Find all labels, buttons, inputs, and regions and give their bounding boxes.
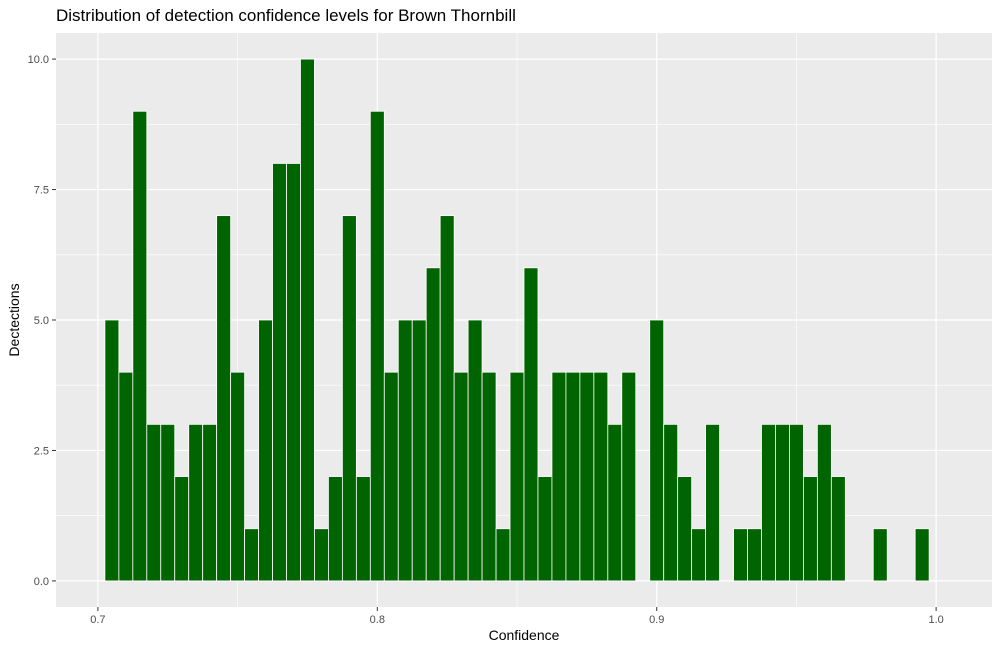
x-tick-label: 1.0 bbox=[928, 614, 943, 626]
histogram-bar bbox=[677, 476, 693, 582]
histogram-bar bbox=[593, 371, 609, 582]
histogram-bar bbox=[467, 319, 483, 582]
histogram-bar bbox=[691, 528, 707, 582]
histogram-bar bbox=[816, 423, 832, 582]
y-tick-label: 7.5 bbox=[34, 185, 49, 197]
histogram-bar bbox=[565, 371, 581, 582]
histogram-bar bbox=[244, 528, 259, 582]
histogram-bar bbox=[607, 423, 623, 582]
histogram-bar bbox=[733, 528, 748, 582]
histogram-bar bbox=[914, 528, 930, 582]
histogram-bar bbox=[649, 319, 665, 582]
histogram-bar bbox=[705, 423, 720, 582]
histogram-bar bbox=[872, 528, 888, 582]
x-tick-label: 0.8 bbox=[370, 614, 385, 626]
histogram-bar bbox=[188, 423, 204, 582]
y-tick-label: 10.0 bbox=[28, 54, 49, 66]
y-tick-label: 0.0 bbox=[34, 576, 49, 588]
histogram-bar bbox=[258, 319, 273, 582]
chart-title: Distribution of detection confidence lev… bbox=[56, 6, 516, 25]
x-tick-label: 0.9 bbox=[649, 614, 664, 626]
histogram-bar bbox=[341, 215, 357, 582]
histogram-bar bbox=[160, 423, 176, 582]
histogram-bar bbox=[104, 319, 120, 582]
histogram-bar bbox=[411, 319, 427, 582]
histogram-bar bbox=[439, 215, 455, 582]
histogram-bar bbox=[775, 423, 790, 582]
y-axis-ticks: 0.0 2.5 5.0 7.5 10.0 bbox=[28, 54, 56, 588]
histogram-bar bbox=[523, 267, 539, 582]
histogram-bar bbox=[551, 371, 567, 582]
histogram-bar bbox=[453, 371, 469, 582]
x-axis-ticks: 0.7 0.8 0.9 1.0 bbox=[90, 607, 944, 626]
histogram-bar bbox=[202, 423, 218, 582]
y-tick-label: 2.5 bbox=[34, 445, 49, 457]
histogram-bar bbox=[272, 163, 287, 582]
histogram-bar bbox=[663, 423, 679, 582]
histogram-bar bbox=[355, 476, 371, 582]
histogram-bar bbox=[230, 371, 245, 582]
histogram-bar bbox=[537, 476, 553, 582]
histogram-bar bbox=[761, 423, 776, 582]
histogram-bar bbox=[803, 476, 818, 582]
histogram-bar bbox=[495, 528, 511, 582]
histogram-bar bbox=[216, 215, 232, 582]
histogram-bar bbox=[118, 371, 134, 582]
histogram-bar bbox=[174, 476, 190, 582]
histogram-bar bbox=[383, 371, 399, 582]
histogram-bar bbox=[146, 423, 162, 582]
histogram-bar bbox=[579, 371, 595, 582]
histogram-bar bbox=[830, 476, 846, 582]
bars bbox=[104, 58, 930, 582]
histogram-bar bbox=[481, 371, 497, 582]
histogram-bar bbox=[747, 528, 762, 582]
histogram-bar bbox=[328, 476, 343, 582]
y-tick-label: 5.0 bbox=[34, 315, 49, 327]
histogram-bar bbox=[397, 319, 413, 582]
histogram-bar bbox=[509, 371, 525, 582]
histogram-bar bbox=[369, 110, 385, 582]
histogram-bar bbox=[621, 371, 637, 582]
histogram-bar bbox=[789, 423, 804, 582]
histogram-bar bbox=[132, 110, 148, 582]
histogram-bar bbox=[314, 528, 329, 582]
histogram-bar bbox=[300, 58, 315, 582]
histogram-bar bbox=[286, 163, 301, 582]
y-axis-title: Dectections bbox=[6, 283, 22, 356]
x-tick-label: 0.7 bbox=[90, 614, 105, 626]
histogram-bar bbox=[425, 267, 441, 582]
x-axis-title: Confidence bbox=[489, 627, 560, 643]
